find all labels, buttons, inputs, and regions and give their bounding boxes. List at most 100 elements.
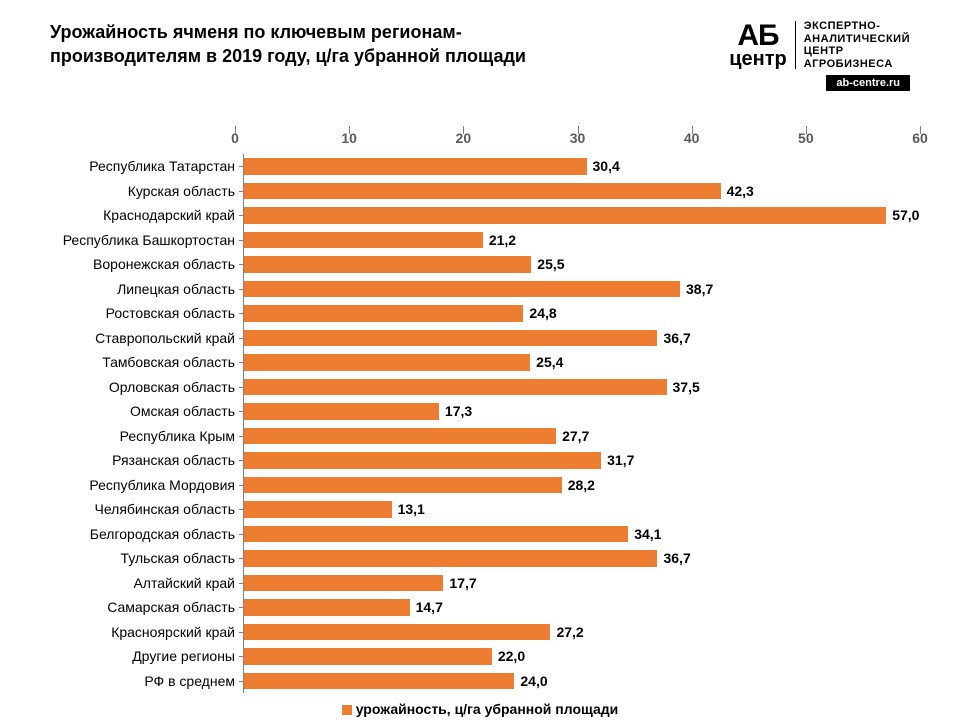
bar-row: Республика Мордовия 28,2 [40,473,920,498]
bar [244,428,556,445]
bar [244,305,523,322]
logo: АБ центр ЭКСПЕРТНО- АНАЛИТИЧЕСКИЙ ЦЕНТР … [729,20,910,91]
bar [244,452,601,469]
bar-value: 57,0 [886,207,919,223]
bar [244,207,886,224]
bar-row: Рязанская область 31,7 [40,448,920,473]
category-label: Тульская область [40,550,243,566]
legend: урожайность, ц/га убранной площади [40,701,920,717]
bar [244,673,514,690]
bar [244,550,657,567]
bar-value: 25,5 [531,256,564,272]
bar-row: Воронежская область 25,5 [40,252,920,277]
bar [244,158,587,175]
bar [244,281,680,298]
bar-row: Алтайский край 17,7 [40,571,920,596]
bar-row: Ростовская область 24,8 [40,301,920,326]
bar-value: 31,7 [601,452,634,468]
bar-value: 21,2 [483,232,516,248]
bar-row: Краснодарский край 57,0 [40,203,920,228]
bar-row: Самарская область 14,7 [40,595,920,620]
category-label: Республика Мордовия [40,477,243,493]
legend-label: урожайность, ц/га убранной площади [356,701,619,717]
header: Урожайность ячменя по ключевым регионам-… [50,20,910,91]
bar-row: Липецкая область 38,7 [40,277,920,302]
category-label: Омская область [40,403,243,419]
category-label: Республика Башкортостан [40,232,243,248]
bar-row: Тамбовская область 25,4 [40,350,920,375]
bar [244,403,439,420]
category-label: Другие регионы [40,648,243,664]
bar-value: 30,4 [587,158,620,174]
category-label: Воронежская область [40,256,243,272]
x-axis: 0102030405060 [40,130,920,150]
bar-value: 24,8 [523,305,556,321]
bar-value: 22,0 [492,648,525,664]
bar-value: 28,2 [562,477,595,493]
category-label: Краснодарский край [40,207,243,223]
bar-value: 14,7 [410,599,443,615]
bar-row: Курская область 42,3 [40,179,920,204]
category-label: Тамбовская область [40,354,243,370]
bar-value: 42,3 [721,183,754,199]
category-label: Рязанская область [40,452,243,468]
bar [244,648,492,665]
bar-value: 27,7 [556,428,589,444]
bar-value: 24,0 [514,673,547,689]
bar-row: Другие регионы 22,0 [40,644,920,669]
logo-mark: АБ центр [729,22,787,70]
bar-value: 17,3 [439,403,472,419]
bar [244,575,443,592]
bar-row: Орловская область 37,5 [40,375,920,400]
bar [244,477,562,494]
logo-divider [795,21,796,69]
bar [244,330,657,347]
bar-value: 17,7 [443,575,476,591]
chart-title: Урожайность ячменя по ключевым регионам-… [50,20,530,69]
category-label: Республика Татарстан [40,158,243,174]
category-label: Ростовская область [40,305,243,321]
bar-value: 13,1 [392,501,425,517]
bar-row: Омская область 17,3 [40,399,920,424]
category-label: Челябинская область [40,501,243,517]
category-label: Алтайский край [40,575,243,591]
bar-row: Ставропольский край 36,7 [40,326,920,351]
category-label: Красноярский край [40,624,243,640]
bar-row: РФ в среднем 24,0 [40,669,920,694]
bar-row: Республика Крым 27,7 [40,424,920,449]
bar [244,379,667,396]
bar-row: Республика Татарстан 30,4 [40,154,920,179]
bar [244,599,410,616]
bar-row: Республика Башкортостан 21,2 [40,228,920,253]
bar-chart: 0102030405060 Республика Татарстан 30,4 Ку… [40,130,920,717]
bar-row: Красноярский край 27,2 [40,620,920,645]
bar-row: Тульская область 36,7 [40,546,920,571]
bar-value: 34,1 [628,526,661,542]
bar-value: 25,4 [530,354,563,370]
bar-value: 37,5 [667,379,700,395]
bar [244,256,531,273]
bar-value: 36,7 [657,550,690,566]
legend-swatch [342,705,352,715]
bar [244,183,721,200]
category-label: Курская область [40,183,243,199]
category-label: Ставропольский край [40,330,243,346]
bar-value: 27,2 [550,624,583,640]
category-label: Белгородская область [40,526,243,542]
logo-url: ab-centre.ru [826,75,910,91]
bar [244,624,550,641]
category-label: Самарская область [40,599,243,615]
bar-value: 36,7 [657,330,690,346]
category-label: Орловская область [40,379,243,395]
category-label: Липецкая область [40,281,243,297]
bar-value: 38,7 [680,281,713,297]
category-label: Республика Крым [40,428,243,444]
bar [244,501,392,518]
category-label: РФ в среднем [40,673,243,689]
logo-tagline: ЭКСПЕРТНО- АНАЛИТИЧЕСКИЙ ЦЕНТР АГРОБИЗНЕ… [804,20,910,71]
bar [244,232,483,249]
bar-row: Челябинская область 13,1 [40,497,920,522]
bar-row: Белгородская область 34,1 [40,522,920,547]
bar [244,526,628,543]
bar [244,354,530,371]
